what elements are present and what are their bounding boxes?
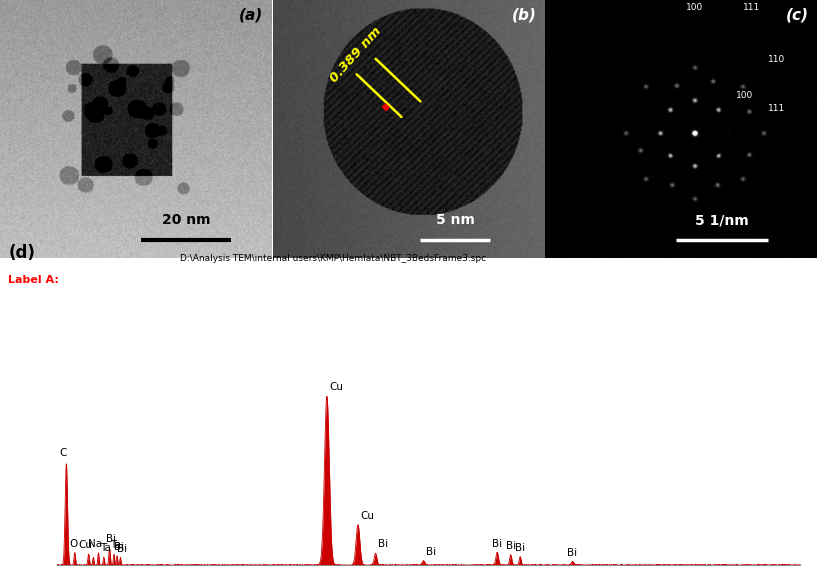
- Text: D:\Analysis TEM\internal users\KMP\Hemlata\NBT_3BedsFrame3.spc: D:\Analysis TEM\internal users\KMP\Hemla…: [180, 254, 486, 263]
- Text: (b): (b): [511, 8, 537, 23]
- Text: (c): (c): [786, 8, 809, 23]
- Text: (a): (a): [239, 8, 263, 23]
- Text: 20 nm: 20 nm: [162, 214, 210, 227]
- Text: Bi: Bi: [106, 534, 116, 544]
- Text: Cu: Cu: [329, 382, 344, 392]
- Text: Bi: Bi: [378, 540, 388, 549]
- Text: Bi: Bi: [426, 547, 436, 557]
- Text: Ta: Ta: [100, 543, 111, 553]
- Text: 100: 100: [686, 3, 703, 12]
- Text: Bi: Bi: [492, 538, 502, 549]
- Text: 100: 100: [735, 91, 752, 100]
- Text: 110: 110: [768, 55, 785, 64]
- Text: 111: 111: [768, 104, 785, 113]
- Text: O: O: [69, 538, 77, 549]
- Text: 0.389 nm: 0.389 nm: [328, 25, 384, 85]
- Text: 111: 111: [743, 3, 761, 12]
- Text: 5 1/nm: 5 1/nm: [695, 214, 749, 227]
- Text: Cu: Cu: [78, 540, 92, 550]
- Text: Label A:: Label A:: [8, 275, 59, 285]
- Text: Na: Na: [88, 539, 102, 549]
- Text: Bi: Bi: [568, 548, 578, 558]
- Text: Bi: Bi: [114, 542, 123, 552]
- Text: C: C: [60, 448, 67, 458]
- Text: Ta: Ta: [110, 540, 121, 550]
- Text: 5 nm: 5 nm: [435, 214, 475, 227]
- Text: Cu: Cu: [360, 511, 375, 521]
- Text: Bi: Bi: [515, 543, 525, 553]
- Text: (d): (d): [8, 244, 35, 261]
- Text: Bi: Bi: [117, 544, 127, 554]
- Text: Bi: Bi: [506, 541, 516, 551]
